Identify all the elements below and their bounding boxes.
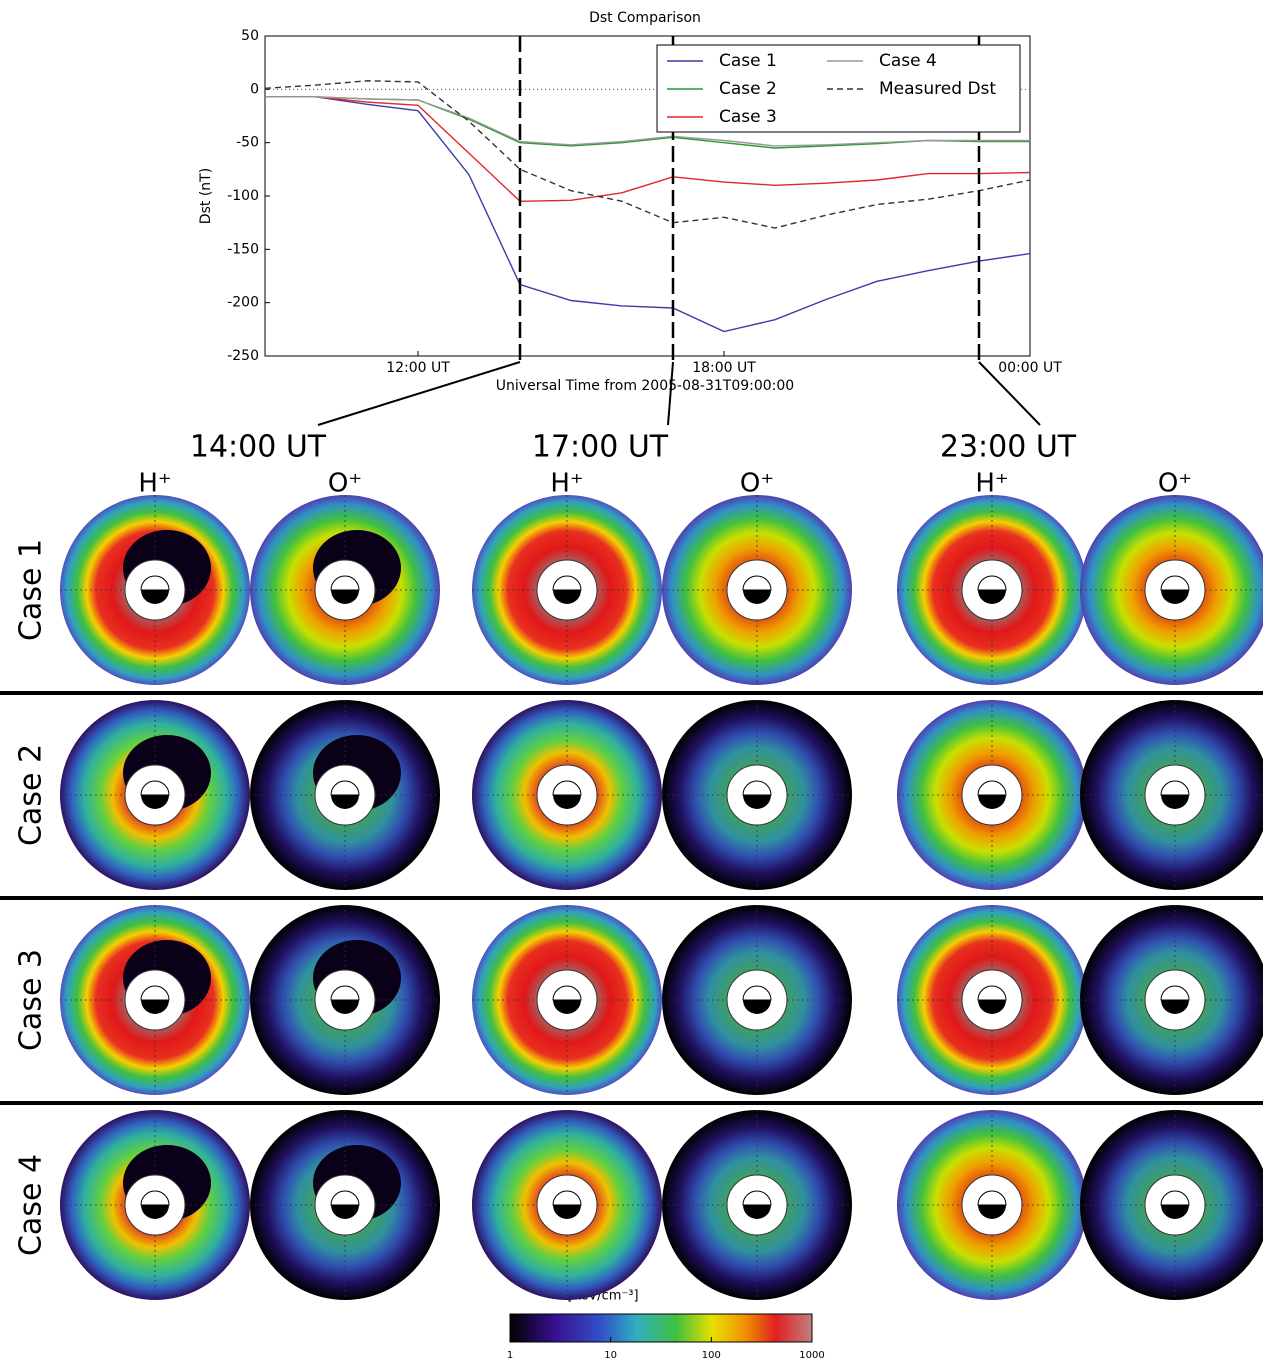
- y-tick-label: -50: [236, 135, 259, 151]
- x-axis-label: Universal Time from 2005-08-31T09:00:00: [496, 378, 794, 394]
- y-tick-label: -150: [227, 241, 259, 257]
- colorbar-tick-label: 1000: [799, 1350, 824, 1361]
- legend-label: Case 4: [879, 51, 937, 71]
- time-label: 17:00 UT: [532, 430, 669, 465]
- legend-label: Case 2: [719, 79, 777, 99]
- time-label: 14:00 UT: [190, 430, 327, 465]
- y-tick-label: -100: [227, 188, 259, 204]
- colorbar-tick-label: 10: [604, 1350, 617, 1361]
- case-label: Case 1: [14, 539, 49, 641]
- species-label: H⁺: [550, 469, 583, 499]
- legend-label: Case 1: [719, 51, 777, 71]
- y-tick-label: -200: [227, 295, 259, 311]
- species-label: H⁺: [975, 469, 1008, 499]
- x-tick-label: 12:00 UT: [386, 360, 450, 376]
- colorbar-tick-label: 100: [702, 1350, 721, 1361]
- legend-label: Measured Dst: [879, 79, 996, 99]
- case-label: Case 4: [14, 1154, 49, 1256]
- colorbar-tick-label: 1: [507, 1350, 513, 1361]
- species-label: H⁺: [138, 469, 171, 499]
- y-tick-label: -250: [227, 348, 259, 364]
- x-tick-label: 00:00 UT: [998, 360, 1062, 376]
- species-label: O⁺: [1158, 469, 1192, 499]
- y-tick-label: 50: [241, 28, 259, 44]
- y-tick-label: 0: [250, 81, 259, 97]
- species-label: O⁺: [740, 469, 774, 499]
- colorbar: [510, 1314, 812, 1342]
- chart-title: Dst Comparison: [589, 10, 701, 26]
- case-label: Case 3: [14, 949, 49, 1051]
- species-label: O⁺: [328, 469, 362, 499]
- y-axis-label: Dst (nT): [198, 168, 214, 224]
- case-label: Case 2: [14, 744, 49, 846]
- figure: Dst Comparison Universal Time from 2005-…: [0, 0, 1263, 1364]
- x-tick-label: 18:00 UT: [692, 360, 756, 376]
- legend-label: Case 3: [719, 107, 777, 127]
- time-label: 23:00 UT: [940, 430, 1077, 465]
